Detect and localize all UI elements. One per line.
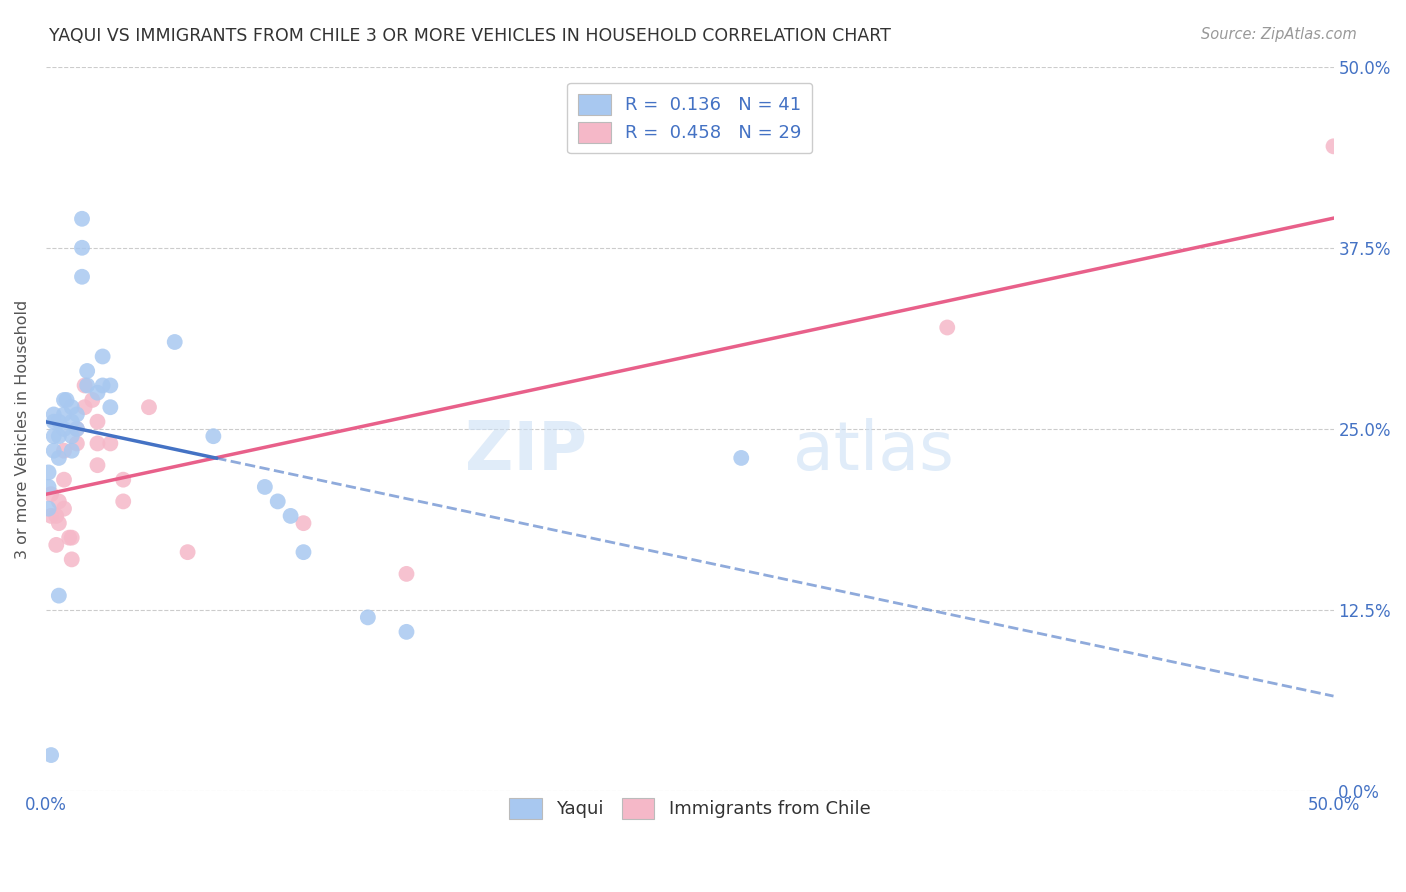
- Point: [73, 401, 96, 415]
- Point: [53, 392, 76, 407]
- Point: [86, 385, 108, 400]
- Point: [39, 508, 62, 523]
- Point: [53, 473, 76, 487]
- Point: [45, 508, 67, 523]
- Point: [395, 566, 418, 581]
- Text: ZIP: ZIP: [465, 417, 586, 483]
- Point: [38, 466, 60, 480]
- Point: [138, 401, 160, 415]
- Point: [55, 392, 77, 407]
- Point: [91, 350, 114, 364]
- Point: [48, 494, 70, 508]
- Point: [176, 545, 198, 559]
- Point: [66, 422, 89, 436]
- Point: [42, 408, 65, 422]
- Point: [112, 473, 135, 487]
- Point: [42, 415, 65, 429]
- Legend: Yaqui, Immigrants from Chile: Yaqui, Immigrants from Chile: [502, 790, 877, 826]
- Point: [58, 531, 80, 545]
- Point: [53, 422, 76, 436]
- Point: [60, 415, 83, 429]
- Point: [70, 211, 93, 226]
- Point: [38, 501, 60, 516]
- Point: [48, 450, 70, 465]
- Point: [91, 378, 114, 392]
- Point: [76, 378, 98, 392]
- Point: [53, 443, 76, 458]
- Point: [60, 552, 83, 566]
- Y-axis label: 3 or more Vehicles in Household: 3 or more Vehicles in Household: [15, 300, 30, 558]
- Point: [73, 378, 96, 392]
- Point: [292, 516, 315, 531]
- Point: [202, 429, 225, 443]
- Point: [98, 378, 121, 392]
- Point: [66, 436, 89, 450]
- Point: [38, 480, 60, 494]
- Point: [60, 443, 83, 458]
- Point: [48, 415, 70, 429]
- Point: [98, 436, 121, 450]
- Point: [253, 480, 276, 494]
- Point: [45, 538, 67, 552]
- Point: [53, 501, 76, 516]
- Point: [66, 408, 89, 422]
- Point: [53, 408, 76, 422]
- Point: [48, 429, 70, 443]
- Point: [76, 364, 98, 378]
- Point: [98, 401, 121, 415]
- Point: [60, 531, 83, 545]
- Text: Source: ZipAtlas.com: Source: ZipAtlas.com: [1201, 27, 1357, 42]
- Point: [163, 334, 186, 349]
- Point: [60, 401, 83, 415]
- Point: [48, 589, 70, 603]
- Point: [66, 422, 89, 436]
- Point: [48, 516, 70, 531]
- Point: [39, 747, 62, 762]
- Point: [730, 450, 752, 465]
- Point: [267, 494, 290, 508]
- Point: [82, 392, 104, 407]
- Point: [42, 443, 65, 458]
- Point: [357, 610, 380, 624]
- Point: [1322, 139, 1344, 153]
- Point: [39, 487, 62, 501]
- Text: atlas: atlas: [793, 417, 953, 483]
- Point: [86, 436, 108, 450]
- Point: [280, 508, 302, 523]
- Point: [60, 429, 83, 443]
- Point: [112, 494, 135, 508]
- Point: [86, 415, 108, 429]
- Point: [936, 320, 959, 334]
- Point: [292, 545, 315, 559]
- Point: [70, 241, 93, 255]
- Point: [395, 624, 418, 639]
- Point: [70, 269, 93, 284]
- Text: YAQUI VS IMMIGRANTS FROM CHILE 3 OR MORE VEHICLES IN HOUSEHOLD CORRELATION CHART: YAQUI VS IMMIGRANTS FROM CHILE 3 OR MORE…: [49, 27, 891, 45]
- Point: [86, 458, 108, 473]
- Point: [42, 429, 65, 443]
